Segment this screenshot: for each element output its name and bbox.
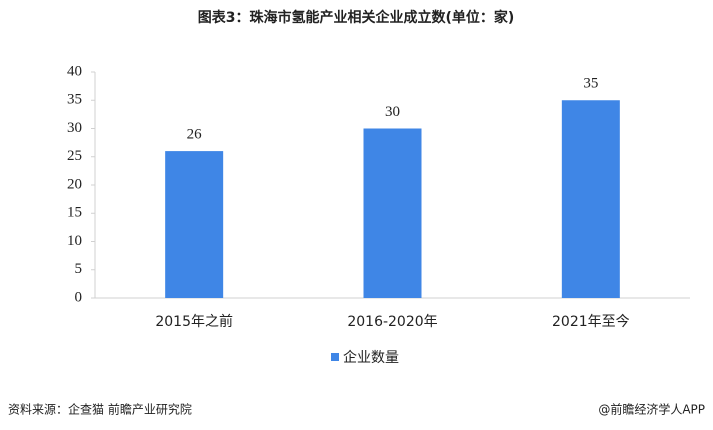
bar	[561, 100, 620, 298]
legend-label: 企业数量	[343, 349, 399, 366]
y-tick-label: 15	[67, 205, 82, 221]
source: 资料来源：企查猫 前瞻产业研究院	[8, 402, 192, 417]
y-tick-label: 30	[67, 120, 82, 136]
y-tick-label: 20	[67, 176, 82, 192]
x-tick-label: 2015年之前	[155, 313, 233, 330]
data-label: 26	[187, 127, 203, 143]
bar	[165, 151, 224, 298]
x-tick-label: 2021年至今	[552, 314, 630, 330]
y-tick-label: 10	[67, 233, 82, 249]
y-tick-label: 5	[75, 261, 83, 277]
data-label: 35	[583, 76, 598, 92]
y-tick-label: 40	[67, 63, 82, 79]
bar	[363, 128, 422, 298]
y-tick-label: 25	[67, 148, 82, 164]
x-tick-label: 2016-2020年	[347, 314, 437, 330]
y-tick-label: 0	[75, 289, 83, 305]
credit: @前瞻经济学人APP	[598, 402, 705, 417]
chart-title: 图表3：珠海市氢能产业相关企业成立数(单位：家)	[198, 9, 515, 26]
legend-swatch	[331, 353, 339, 361]
y-tick-label: 35	[67, 92, 82, 108]
data-label: 30	[385, 104, 400, 120]
